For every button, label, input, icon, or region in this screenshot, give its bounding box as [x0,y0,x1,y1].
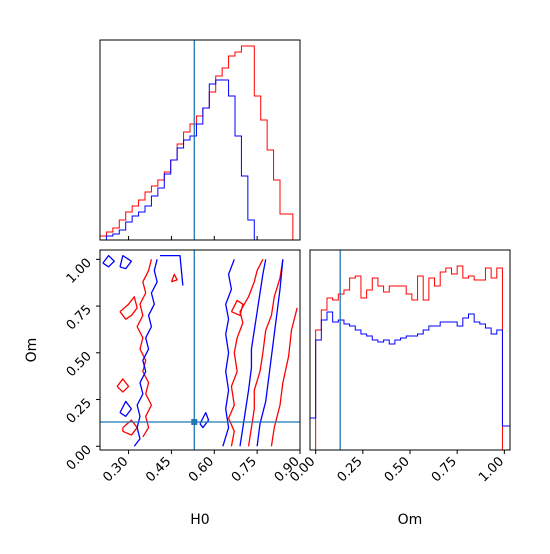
h0-histogram-panel [99,39,301,241]
contour-line-14 [119,254,133,270]
contour-x-tick-label: 0.45 [143,454,174,485]
truth-marker [191,418,198,425]
contour-line-2 [270,307,298,447]
contour-line-15 [160,254,184,286]
contour-line-3 [136,259,153,438]
om-xlabel: Om [398,512,423,528]
contour-x-tick-label: 0.75 [229,454,260,485]
om-x-tick-label: 1.00 [476,454,507,485]
h0-histogram-frame [99,39,301,241]
contour-y-tick-label: 0.25 [64,396,95,427]
contour-y-tick-label: 1.00 [64,256,95,287]
om-x-tick-label: 0.50 [382,454,413,485]
contour-line-5 [116,378,130,393]
contour-y-tick-label: 0.00 [64,442,95,473]
contour-line-9 [222,259,235,447]
contour-y-tick-label: 0.75 [64,302,95,333]
contour-line-13 [102,254,115,268]
om-histogram-series-1 [309,311,511,450]
om-x-tick-label: 0.25 [335,454,366,485]
contour-x-tick-label: 0.60 [186,454,217,485]
contour-line-17 [119,400,133,418]
contour-frame [99,249,301,451]
contour-line-0 [227,259,264,447]
om-histogram-series-0 [310,265,510,451]
contour-line-1 [247,259,284,447]
contour-line-4 [119,296,138,320]
contour-xlabel: H0 [190,512,209,528]
contour-line-12 [133,259,158,447]
contour-line-10 [239,259,267,447]
contour-line-11 [256,259,284,447]
contour-x-tick-label: 0.30 [100,454,131,485]
h0-histogram-series-1 [100,79,300,241]
contour-line-8 [230,299,244,317]
contour-lines [102,254,298,447]
contour-line-16 [199,411,210,429]
contour-line-7 [170,273,178,283]
h0-histogram-series-0 [99,45,300,241]
om-x-tick-label: 0.75 [429,454,460,485]
contour-ylabel: Om [24,338,40,363]
contour-panel: 0.30 0.45 0.60 0.75 0.900.000.250.500.751.00… [24,249,303,528]
contour-y-tick-label: 0.50 [64,349,95,380]
